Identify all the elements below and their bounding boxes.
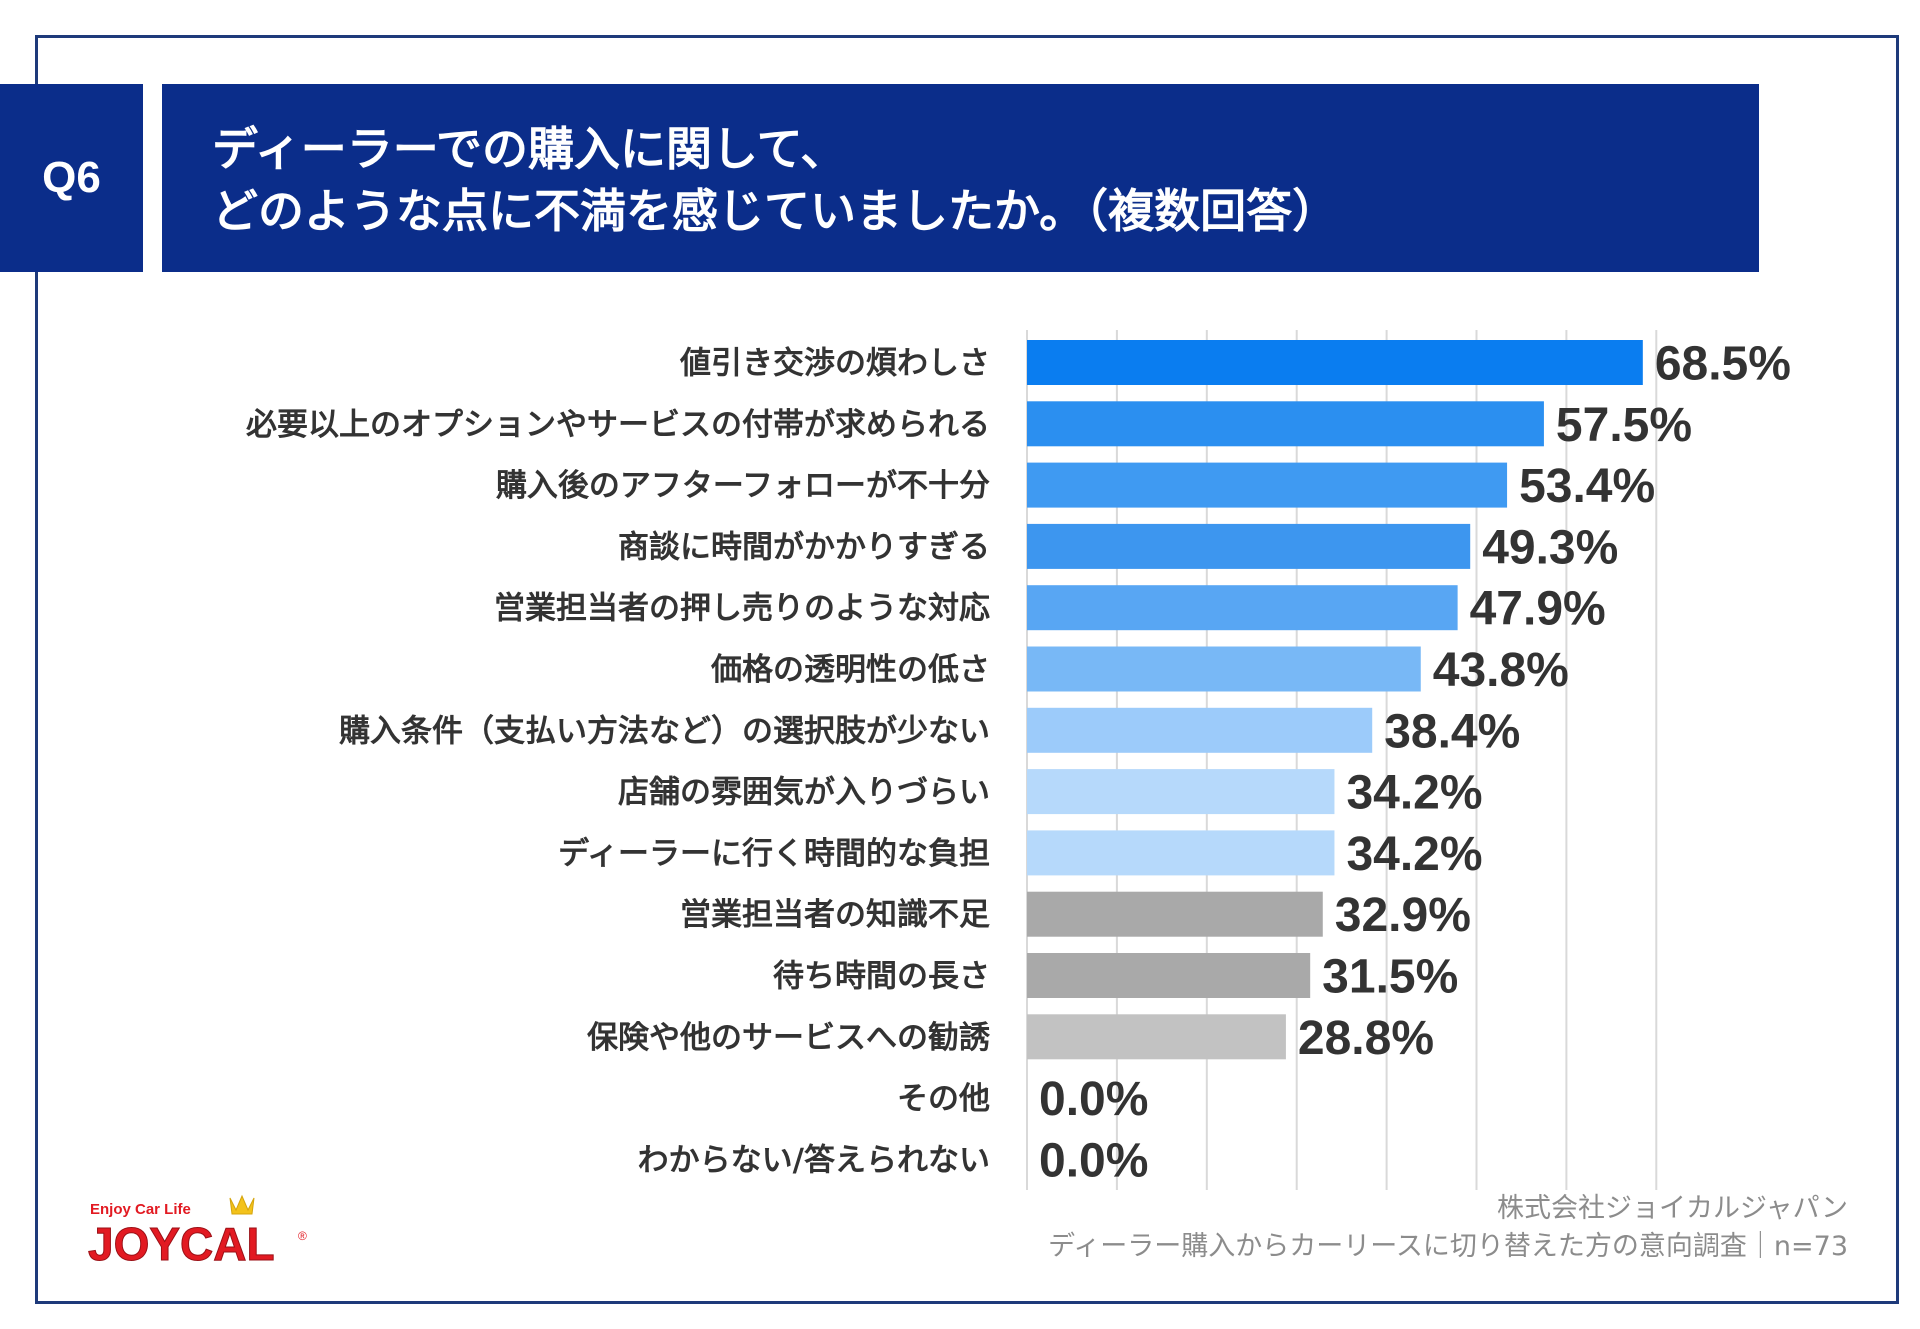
footer-company: 株式会社ジョイカルジャパン [1497, 1193, 1848, 1224]
category-label: 商談に時間がかかりすぎる [618, 529, 990, 565]
bar [1027, 585, 1458, 631]
bar [1027, 462, 1508, 508]
logo-brand: JOYCAL [88, 1218, 275, 1270]
category-label: 営業担当者の知識不足 [680, 897, 990, 933]
bar [1027, 830, 1335, 876]
footer-survey: ディーラー購入からカーリースに切り替えた方の意向調査｜n=73 [1048, 1231, 1848, 1262]
value-label: 0.0% [1039, 1134, 1148, 1187]
footer: 株式会社ジョイカルジャパン ディーラー購入からカーリースに切り替えた方の意向調査… [1048, 1190, 1848, 1266]
category-label: 営業担当者の押し売りのような対応 [494, 591, 990, 627]
question-title: ディーラーでの購入に関して、 どのような点に不満を感じていましたか。（複数回答） [162, 84, 1759, 272]
value-label: 32.9% [1335, 889, 1471, 942]
category-label: 値引き交渉の煩わしさ [679, 346, 990, 382]
bar [1027, 401, 1544, 447]
category-label: 必要以上のオプションやサービスの付帯が求められる [246, 407, 990, 443]
value-label: 68.5% [1655, 338, 1791, 391]
bar [1027, 953, 1311, 998]
question-badge: Q6 [0, 84, 143, 272]
category-label: 待ち時間の長さ [773, 959, 990, 995]
category-label: 保険や他のサービスへの勧誘 [587, 1020, 990, 1056]
value-label: 34.2% [1346, 767, 1482, 820]
bar [1027, 1014, 1286, 1060]
value-label: 53.4% [1519, 460, 1655, 513]
category-label: わからない/答えられない [638, 1142, 990, 1178]
joycal-logo: Enjoy Car Life JOYCAL ® [80, 1190, 320, 1271]
bar [1027, 891, 1323, 937]
category-label: 購入後のアフターフォローが不十分 [496, 468, 990, 504]
value-label: 0.0% [1039, 1073, 1148, 1126]
page-frame [35, 35, 1899, 1304]
question-title-line1: ディーラーでの購入に関して、 [212, 122, 847, 176]
category-label: 店舗の雰囲気が入りづらい [618, 775, 990, 811]
value-label: 38.4% [1384, 705, 1520, 758]
category-label: 価格の透明性の低さ [710, 652, 990, 688]
value-label: 49.3% [1482, 521, 1618, 574]
bar [1027, 646, 1421, 692]
bar [1027, 769, 1335, 815]
bar [1027, 707, 1373, 753]
value-label: 28.8% [1298, 1012, 1434, 1065]
value-label: 31.5% [1322, 951, 1458, 1004]
question-title-line2: どのような点に不満を感じていましたか。（複数回答） [212, 184, 1339, 238]
bar [1027, 523, 1471, 569]
logo-tagline: Enjoy Car Life [90, 1201, 191, 1218]
category-label: その他 [897, 1081, 990, 1117]
category-label: 購入条件（支払い方法など）の選択肢が少ない [339, 713, 990, 749]
value-label: 57.5% [1556, 399, 1692, 452]
value-label: 43.8% [1433, 644, 1569, 697]
logo-crown-icon [229, 1194, 255, 1215]
category-label: ディーラーに行く時間的な負担 [558, 836, 990, 872]
bar [1027, 340, 1643, 385]
value-label: 34.2% [1346, 828, 1482, 881]
value-label: 47.9% [1470, 583, 1606, 636]
logo-registered-mark: ® [298, 1229, 307, 1243]
